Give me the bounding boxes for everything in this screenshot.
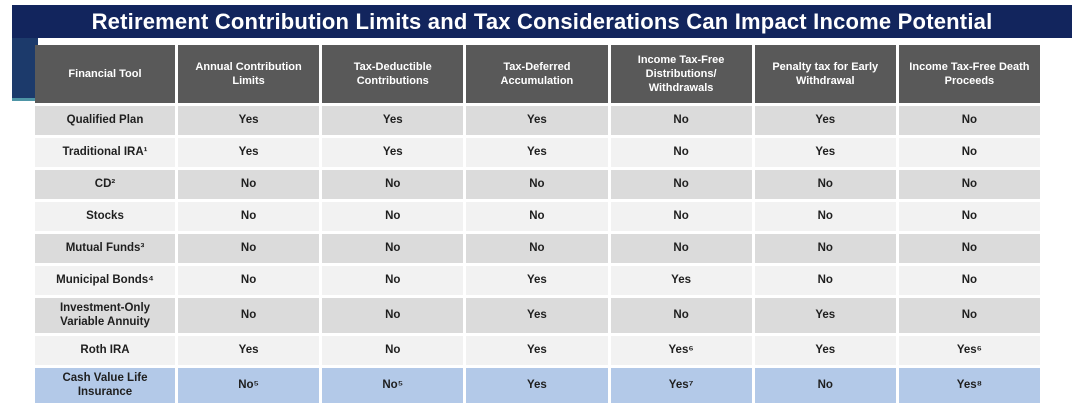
data-cell: Yes — [466, 138, 608, 167]
column-header-income-tax-free-distributions: Income Tax-Free Distributions/ Withdrawa… — [610, 45, 752, 103]
data-cell: Yes — [466, 335, 608, 365]
data-cell: Yes — [466, 266, 608, 295]
data-cell: Yes — [178, 138, 320, 167]
data-cell: Yes — [178, 335, 320, 365]
table-row: Cash Value Life Insurance No⁵ No⁵ Yes Yes⁷ No… — [35, 367, 1040, 403]
comparison-table: Financial Tool Annual Contribution Limit… — [35, 45, 1040, 403]
page-title: Retirement Contribution Limits and Tax C… — [91, 8, 993, 34]
data-cell: Yes⁷ — [610, 367, 752, 403]
data-cell: Yes — [322, 138, 464, 167]
row-label-cell: Municipal Bonds⁴ — [35, 266, 175, 295]
data-cell: No — [322, 298, 464, 333]
row-label-cell: Investment-Only Variable Annuity — [35, 298, 175, 333]
data-cell: No — [898, 234, 1040, 263]
row-label-cell: Stocks — [35, 202, 175, 231]
data-cell: No — [754, 266, 896, 295]
data-cell: Yes⁶ — [898, 335, 1040, 365]
data-cell: No — [610, 170, 752, 199]
data-cell: Yes — [466, 298, 608, 333]
data-cell: No⁵ — [178, 367, 320, 403]
data-cell: No — [898, 170, 1040, 199]
data-cell: Yes⁸ — [898, 367, 1040, 403]
data-cell: No⁵ — [322, 367, 464, 403]
title-bar: Retirement Contribution Limits and Tax C… — [12, 5, 1072, 38]
column-header-penalty-tax-early-withdrawal: Penalty tax for Early Withdrawal — [754, 45, 896, 103]
data-cell: No — [754, 170, 896, 199]
data-cell: Yes — [322, 106, 464, 135]
data-cell: No — [322, 335, 464, 365]
table-row: Traditional IRA¹ Yes Yes Yes No Yes No — [35, 138, 1040, 167]
data-cell: No — [898, 138, 1040, 167]
data-cell: No — [178, 234, 320, 263]
data-cell: No — [610, 106, 752, 135]
row-label-cell: Qualified Plan — [35, 106, 175, 135]
data-cell: Yes — [754, 138, 896, 167]
data-cell: No — [322, 234, 464, 263]
data-cell: Yes — [610, 266, 752, 295]
data-cell: No — [754, 234, 896, 263]
row-label-cell: CD² — [35, 170, 175, 199]
data-cell: No — [754, 367, 896, 403]
data-cell: No — [178, 266, 320, 295]
table-row: CD² No No No No No No — [35, 170, 1040, 199]
data-cell: No — [466, 234, 608, 263]
row-label-cell: Mutual Funds³ — [35, 234, 175, 263]
data-cell: No — [898, 298, 1040, 333]
row-label-cell: Cash Value Life Insurance — [35, 367, 175, 403]
data-cell: Yes — [754, 298, 896, 333]
column-header-income-tax-free-death-proceeds: Income Tax-Free Death Proceeds — [898, 45, 1040, 103]
data-cell: No — [610, 298, 752, 333]
data-cell: No — [610, 234, 752, 263]
left-accent-block — [12, 38, 38, 101]
data-cell: No — [322, 266, 464, 295]
data-cell: No — [322, 202, 464, 231]
data-cell: No — [178, 298, 320, 333]
data-cell: Yes⁶ — [610, 335, 752, 365]
data-cell: No — [898, 202, 1040, 231]
data-cell: Yes — [466, 367, 608, 403]
table-row: Roth IRA Yes No Yes Yes⁶ Yes Yes⁶ — [35, 335, 1040, 365]
data-cell: No — [898, 266, 1040, 295]
data-cell: No — [466, 170, 608, 199]
table-row: Investment-Only Variable Annuity No No Yes N… — [35, 298, 1040, 333]
data-cell: No — [610, 138, 752, 167]
data-cell: Yes — [466, 106, 608, 135]
data-cell: No — [754, 202, 896, 231]
column-header-annual-contribution-limits: Annual Contribution Limits — [178, 45, 320, 103]
data-cell: No — [322, 170, 464, 199]
column-header-financial-tool: Financial Tool — [35, 45, 175, 103]
data-cell: No — [610, 202, 752, 231]
data-cell: No — [466, 202, 608, 231]
data-cell: No — [178, 202, 320, 231]
table-row: Stocks No No No No No No — [35, 202, 1040, 231]
table-row: Municipal Bonds⁴ No No Yes Yes No No — [35, 266, 1040, 295]
table-header: Financial Tool Annual Contribution Limit… — [35, 45, 1040, 103]
column-header-tax-deductible-contributions: Tax-Deductible Contributions — [322, 45, 464, 103]
row-label-cell: Roth IRA — [35, 335, 175, 365]
table-row: Mutual Funds³ No No No No No No — [35, 234, 1040, 263]
row-label-cell: Traditional IRA¹ — [35, 138, 175, 167]
data-cell: Yes — [754, 335, 896, 365]
table-body: Qualified Plan Yes Yes Yes No Yes No Traditiona… — [35, 106, 1040, 403]
data-cell: No — [898, 106, 1040, 135]
data-cell: Yes — [178, 106, 320, 135]
column-header-tax-deferred-accumulation: Tax-Deferred Accumulation — [466, 45, 608, 103]
data-cell: No — [178, 170, 320, 199]
data-cell: Yes — [754, 106, 896, 135]
table-header-row: Financial Tool Annual Contribution Limit… — [35, 45, 1040, 103]
table-row: Qualified Plan Yes Yes Yes No Yes No — [35, 106, 1040, 135]
